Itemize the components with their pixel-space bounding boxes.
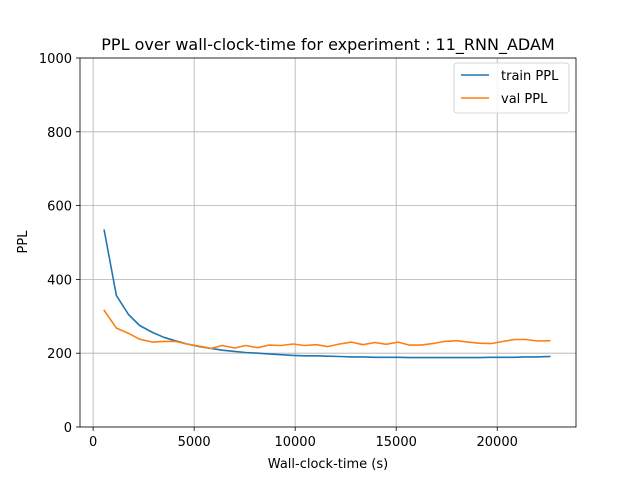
plot-series [103,229,551,359]
x-tick-label: 5000 [178,435,211,450]
chart-title: PPL over wall-clock-time for experiment … [101,35,554,55]
y-axis-ticks: 0 200 400 600 800 1000 [39,52,80,436]
x-tick-label: 15000 [376,435,417,450]
x-tick-label: 0 [89,435,97,450]
y-tick-label: 0 [64,421,72,436]
y-tick-label: 1000 [39,52,72,67]
y-tick-label: 200 [47,347,72,362]
x-tick-label: 20000 [477,435,518,450]
legend: train PPL val PPL [453,62,570,114]
x-axis-label: Wall-clock-time (s) [268,457,388,472]
legend-label-train: train PPL [501,69,559,84]
x-tick-label: 10000 [274,435,315,450]
x-axis-ticks: 0 5000 10000 15000 20000 [89,427,518,450]
legend-label-val: val PPL [501,92,548,107]
y-tick-label: 600 [47,200,72,215]
series-line-val-ppl [103,309,551,350]
y-tick-label: 800 [47,126,72,141]
y-tick-label: 400 [47,273,72,288]
y-axis-label: PPL [16,230,31,254]
plot-frame [79,57,577,428]
